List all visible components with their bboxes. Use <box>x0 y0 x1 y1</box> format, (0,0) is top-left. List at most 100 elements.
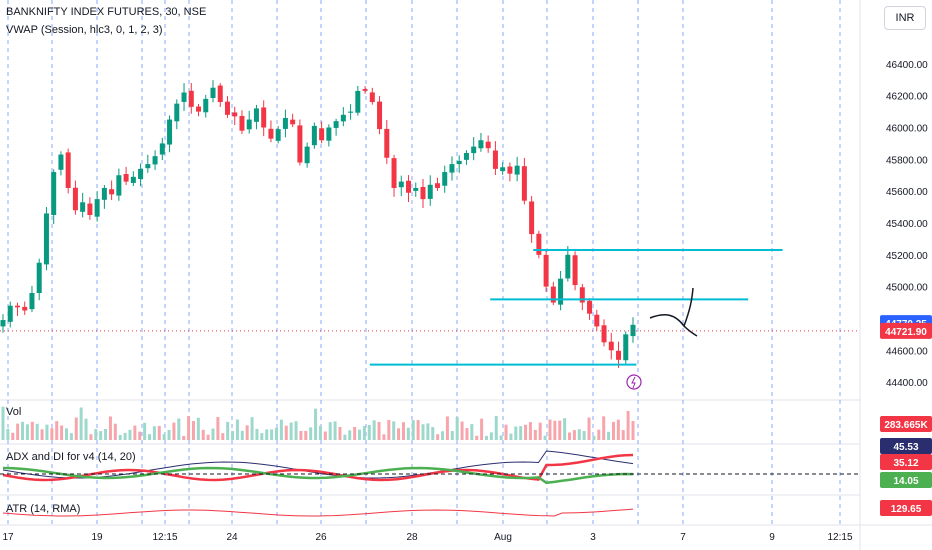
volume-bar <box>167 429 171 440</box>
event-flash-icon <box>631 376 636 389</box>
volume-bar <box>533 429 537 440</box>
volume-bar <box>104 428 108 440</box>
volume-bar <box>338 426 342 440</box>
x-tick-label: 3 <box>590 532 596 543</box>
volume-bar <box>279 419 283 440</box>
volume-bar <box>445 416 449 440</box>
volume-bar <box>21 421 25 440</box>
candle-body <box>543 254 549 287</box>
volume-bar <box>480 418 484 440</box>
candle-body <box>94 199 100 217</box>
volume-bar <box>133 425 137 440</box>
volume-bar <box>568 432 572 440</box>
x-tick-label: 26 <box>315 532 327 543</box>
volume-bar <box>587 417 591 440</box>
candle-body <box>109 189 115 195</box>
candle-body <box>145 164 151 169</box>
minus-di-value-label: 14.05 <box>893 476 918 487</box>
volume-bar <box>138 431 142 440</box>
volume-bar <box>143 422 147 440</box>
x-tick-label: 12:15 <box>152 532 177 543</box>
volume-bar <box>582 431 586 440</box>
volume-bar <box>69 433 73 440</box>
volume-bar <box>333 421 337 440</box>
adx-line <box>2 450 634 479</box>
vwap-indicator-label[interactable]: VWAP (Session, hlc3, 0, 1, 2, 3) <box>6 24 163 36</box>
candle-body <box>138 168 144 179</box>
volume-bar <box>255 428 259 440</box>
volume-bar <box>484 435 488 440</box>
atr-value-label <box>880 500 932 516</box>
atr-label[interactable]: ATR (14, RMA) <box>6 503 81 515</box>
candle-body <box>478 140 484 149</box>
plus-di-value-label <box>880 454 932 470</box>
last-price-label: 44721.90 <box>885 327 927 338</box>
volume-bar <box>358 429 362 440</box>
candle-body <box>623 334 629 361</box>
volume-bar <box>294 421 298 440</box>
x-tick-label: 28 <box>406 532 418 543</box>
volume-bar <box>60 425 64 440</box>
x-tick-label: 24 <box>226 532 238 543</box>
volume-bar <box>397 428 401 440</box>
candle-body <box>456 160 462 165</box>
volume-bar <box>572 430 576 440</box>
candle-body <box>152 156 158 165</box>
volume-bar <box>318 426 322 440</box>
candle-body <box>282 117 288 129</box>
candle-body <box>22 306 28 311</box>
volume-bar <box>226 421 230 440</box>
candle-body <box>87 203 93 216</box>
x-tick-label: 7 <box>680 532 686 543</box>
volume-bar <box>260 433 264 440</box>
volume-bar <box>206 434 210 440</box>
candle-body <box>507 166 513 174</box>
volume-bar <box>514 426 518 440</box>
candle-body <box>427 184 433 199</box>
volume-bar <box>240 430 244 440</box>
volume-bar <box>343 434 347 440</box>
volume-bar <box>94 429 98 440</box>
adx-label[interactable]: ADX and DI for v4 (14, 20) <box>6 451 136 463</box>
candle-body <box>246 119 252 130</box>
volume-label[interactable]: Vol <box>6 406 22 418</box>
volume-bar <box>328 422 332 440</box>
volume-bar <box>455 417 459 440</box>
currency-selector[interactable]: INR <box>884 6 926 30</box>
x-tick-label: 9 <box>769 532 775 543</box>
candle-body <box>348 111 354 113</box>
volume-bar <box>123 432 127 440</box>
candle-body <box>58 154 64 170</box>
volume-bar <box>489 432 493 440</box>
volume-value-label <box>880 416 932 432</box>
minus-di-line <box>2 466 634 485</box>
candle-body <box>471 146 477 154</box>
volume-bar <box>602 416 606 440</box>
candle-body <box>579 287 585 303</box>
candle-body <box>485 141 491 149</box>
volume-bar <box>289 422 293 440</box>
x-tick-label: 19 <box>91 532 103 543</box>
volume-bar <box>25 424 29 440</box>
volume-bar <box>401 422 405 440</box>
candle-body <box>196 106 202 112</box>
volume-bar <box>211 428 215 440</box>
volume-bar <box>1 406 5 440</box>
volume-bar <box>348 430 352 440</box>
volume-bar <box>353 426 357 440</box>
candle-body <box>601 325 607 343</box>
volume-bar <box>231 431 235 440</box>
volume-bar <box>84 418 88 440</box>
candle-body <box>434 183 440 188</box>
atr-line <box>2 508 634 517</box>
volume-bar <box>191 420 195 440</box>
candle-body <box>616 350 622 360</box>
candle-body <box>594 314 600 327</box>
candle-body <box>275 129 281 141</box>
projection-drawing <box>649 287 698 337</box>
candle-body <box>355 90 361 113</box>
volume-bar <box>250 417 254 440</box>
volume-bar <box>538 422 542 440</box>
volume-bar <box>284 425 288 440</box>
